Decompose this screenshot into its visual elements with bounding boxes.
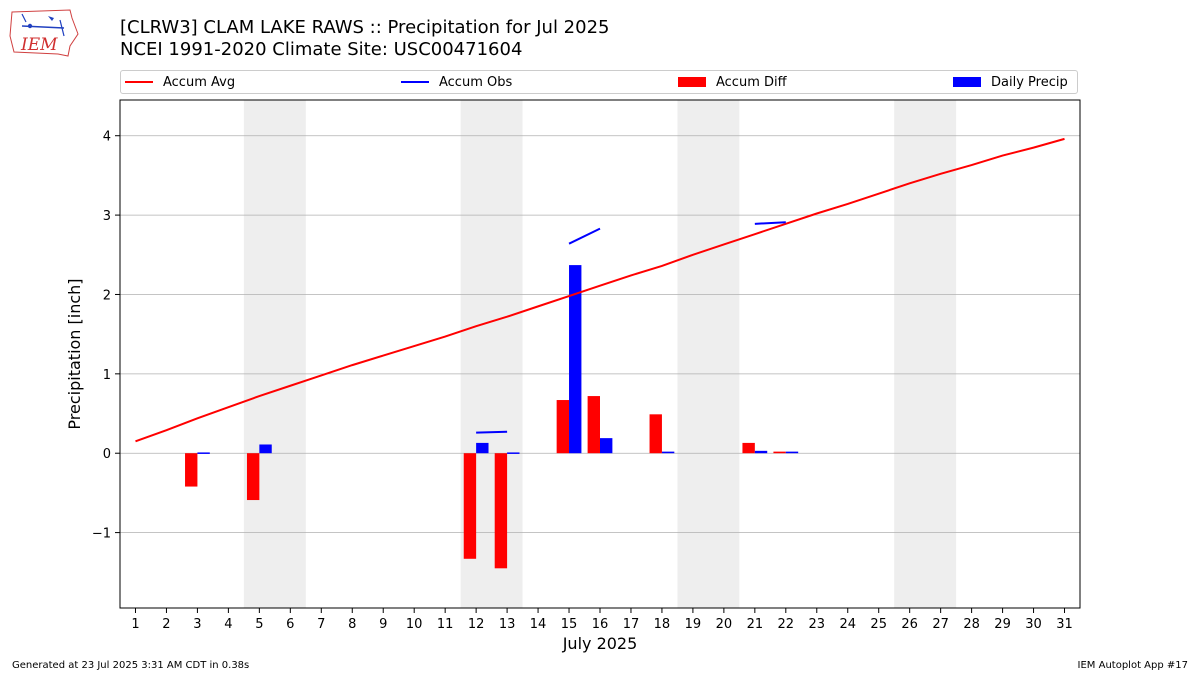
weekend-shade-4 [894, 100, 957, 608]
y-tick-label: 1 [103, 368, 111, 383]
x-tick-label: 29 [994, 617, 1011, 632]
x-tick-label: 9 [379, 617, 387, 632]
daily-precip-bar [476, 442, 489, 454]
accum-obs-segment-2 [568, 227, 601, 245]
x-tick-label: 7 [317, 617, 325, 632]
y-tick-label: 4 [103, 130, 111, 145]
daily-precip-bar [197, 452, 210, 454]
x-tick-label: 20 [716, 617, 733, 632]
footer-app-text: IEM Autoplot App #17 [1077, 660, 1188, 671]
daily-precip-bar [600, 438, 613, 454]
daily-precip-bar [754, 450, 768, 454]
y-tick-label: −1 [92, 527, 111, 542]
legend-item-accum-diff: Accum Diff [678, 73, 787, 91]
x-tick-label: 18 [654, 617, 671, 632]
legend-label-accum-obs: Accum Obs [439, 74, 513, 90]
x-tick-label: 13 [499, 617, 516, 632]
x-tick-label: 15 [561, 617, 578, 632]
daily-precip-bar [785, 451, 799, 454]
y-axis-label: Precipitation [inch] [65, 278, 84, 429]
legend-swatch-accum-obs [401, 81, 429, 83]
x-tick-label: 6 [286, 617, 294, 632]
x-tick-label: 25 [870, 617, 887, 632]
legend-swatch-daily-precip [953, 77, 981, 87]
accum-diff-bar [185, 453, 198, 487]
accum-diff-bar [463, 453, 477, 559]
daily-precip-bar [569, 265, 582, 454]
x-tick-label: 10 [406, 617, 423, 632]
accum-diff-bar [742, 442, 755, 454]
x-tick-label: 11 [437, 617, 454, 632]
chart-subtitle: NCEI 1991-2020 Climate Site: USC00471604 [120, 39, 523, 60]
x-tick-label: 31 [1056, 617, 1073, 632]
legend: Accum Avg Accum Obs Accum Diff Daily Pre… [120, 70, 1078, 94]
svg-text:IEM: IEM [20, 35, 58, 55]
x-tick-label: 22 [778, 617, 795, 632]
accum-diff-bar [246, 453, 260, 501]
x-tick-label: 24 [839, 617, 856, 632]
legend-item-daily-precip: Daily Precip [953, 73, 1068, 91]
legend-swatch-accum-diff [678, 77, 706, 87]
daily-precip-bar [661, 451, 675, 454]
x-tick-label: 5 [255, 617, 263, 632]
y-tick-label: 0 [103, 447, 111, 462]
x-tick-label: 21 [747, 617, 764, 632]
accum-obs-segment-3 [754, 221, 786, 225]
daily-precip-bar [507, 452, 520, 454]
iem-logo: IEM [8, 6, 80, 58]
legend-item-accum-avg: Accum Avg [125, 73, 235, 91]
x-tick-label: 12 [468, 617, 485, 632]
y-tick-label: 3 [103, 209, 111, 224]
x-axis-label: July 2025 [562, 634, 638, 653]
x-tick-label: 4 [224, 617, 232, 632]
accum-obs-segment-1 [476, 430, 508, 434]
x-tick-label: 14 [530, 617, 547, 632]
footer-generated-text: Generated at 23 Jul 2025 3:31 AM CDT in … [12, 660, 250, 671]
accum-avg-line [135, 137, 1065, 443]
x-tick-label: 27 [932, 617, 949, 632]
x-tick-label: 3 [193, 617, 201, 632]
x-tick-label: 30 [1025, 617, 1042, 632]
accum-diff-bar [494, 453, 508, 569]
accum-diff-bar [587, 396, 600, 454]
legend-label-accum-avg: Accum Avg [163, 74, 236, 90]
weekend-shade-3 [677, 100, 740, 608]
accum-diff-bar [649, 414, 662, 454]
chart-title: [CLRW3] CLAM LAKE RAWS :: Precipitation … [120, 17, 610, 38]
weekend-shade-1 [243, 100, 306, 608]
x-tick-label: 17 [623, 617, 640, 632]
x-tick-label: 8 [348, 617, 356, 632]
x-tick-label: 28 [963, 617, 980, 632]
accum-diff-bar [773, 451, 786, 454]
x-tick-label: 19 [685, 617, 702, 632]
daily-precip-bar [259, 444, 272, 454]
legend-item-accum-obs: Accum Obs [401, 73, 512, 91]
x-tick-label: 26 [901, 617, 918, 632]
x-tick-label: 16 [592, 617, 609, 632]
accum-diff-bar [556, 400, 570, 454]
legend-label-accum-diff: Accum Diff [716, 74, 787, 90]
legend-label-daily-precip: Daily Precip [991, 74, 1068, 90]
x-tick-label: 23 [809, 617, 826, 632]
y-tick-label: 2 [103, 288, 111, 303]
legend-swatch-accum-avg [125, 81, 153, 83]
x-tick-label: 1 [131, 617, 139, 632]
x-tick-label: 2 [162, 617, 170, 632]
